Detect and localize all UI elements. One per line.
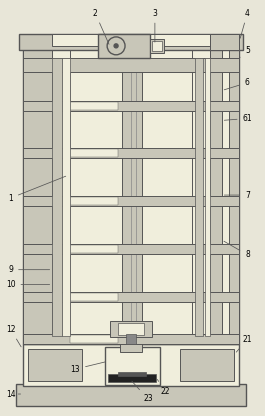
Bar: [180, 349, 235, 381]
Text: 13: 13: [70, 362, 105, 374]
Bar: [152, 41, 162, 51]
Text: 1: 1: [8, 176, 66, 203]
Bar: [16, 384, 246, 406]
Bar: [120, 334, 142, 352]
Bar: [70, 102, 118, 109]
Bar: [118, 372, 146, 376]
Text: 21: 21: [236, 335, 252, 352]
Bar: [19, 34, 244, 50]
Bar: [126, 334, 136, 344]
Bar: [23, 46, 52, 344]
Text: 23: 23: [132, 381, 153, 404]
Bar: [98, 34, 150, 58]
Bar: [70, 149, 118, 157]
Bar: [192, 46, 210, 344]
Bar: [210, 34, 240, 50]
Bar: [23, 244, 240, 254]
Bar: [205, 58, 210, 336]
Bar: [23, 149, 240, 158]
Bar: [52, 46, 70, 344]
Bar: [70, 197, 118, 205]
Text: 8: 8: [224, 241, 250, 259]
Bar: [110, 322, 152, 337]
Bar: [23, 292, 240, 302]
Text: 9: 9: [8, 265, 50, 274]
Bar: [23, 58, 240, 72]
Bar: [23, 334, 240, 344]
Bar: [108, 374, 156, 382]
Bar: [23, 196, 240, 206]
Bar: [105, 347, 160, 385]
Circle shape: [114, 44, 118, 48]
Text: 7: 7: [224, 191, 250, 200]
Bar: [210, 46, 222, 344]
Text: 2: 2: [93, 8, 109, 45]
Text: 61: 61: [224, 114, 252, 123]
Bar: [23, 46, 240, 344]
Bar: [52, 58, 62, 336]
Bar: [122, 58, 142, 336]
Text: 12: 12: [6, 325, 21, 347]
Text: 3: 3: [152, 8, 157, 42]
Bar: [210, 46, 240, 344]
Bar: [28, 349, 82, 381]
Bar: [118, 323, 144, 335]
Text: 6: 6: [224, 78, 250, 90]
Text: 14: 14: [6, 389, 21, 399]
Bar: [150, 39, 164, 53]
Text: 4: 4: [240, 8, 250, 38]
Bar: [70, 292, 118, 300]
Bar: [62, 58, 70, 336]
Bar: [23, 344, 240, 386]
Text: 5: 5: [240, 46, 250, 58]
Bar: [52, 34, 210, 46]
Bar: [23, 101, 240, 111]
Text: 10: 10: [6, 280, 50, 289]
Bar: [222, 46, 229, 344]
Bar: [70, 245, 118, 253]
Bar: [70, 335, 118, 343]
Bar: [195, 58, 203, 336]
Text: 22: 22: [157, 379, 170, 396]
